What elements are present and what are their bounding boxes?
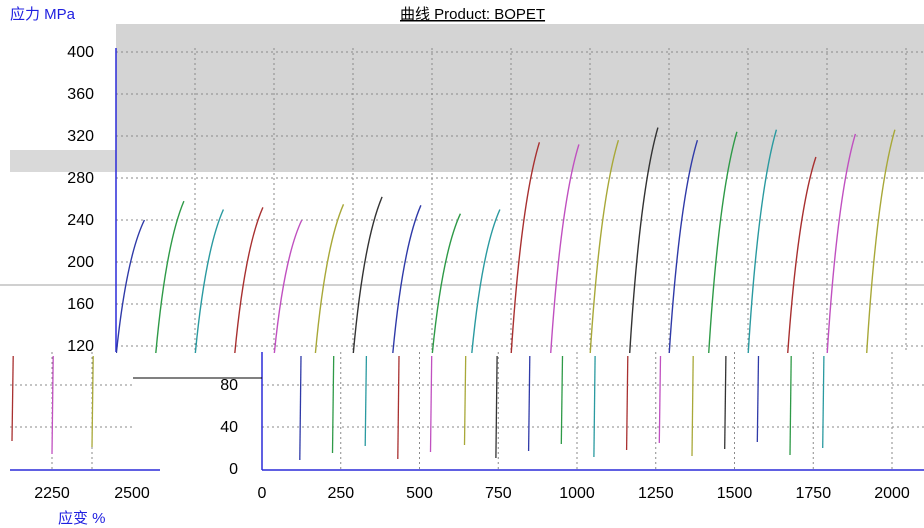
curve-lower [625, 355, 629, 451]
lower-grid [10, 352, 924, 470]
x-tick-label: 1750 [796, 485, 832, 502]
curve-upper [747, 129, 778, 353]
y-tick-label: 0 [229, 461, 238, 478]
curve-lower [463, 355, 467, 446]
chart-title: 曲线 Product: BOPET [400, 6, 545, 23]
x-tick-label: 0 [258, 485, 267, 502]
x-tick-label: 2000 [874, 485, 910, 502]
upper-grid [116, 48, 924, 352]
y-tick-label: 240 [67, 212, 94, 229]
x-tick-label: 1000 [559, 485, 595, 502]
x-tick-label: 1250 [638, 485, 674, 502]
curve-upper [510, 142, 541, 353]
curve-upper [234, 207, 264, 353]
curve-lower [91, 355, 94, 448]
x-axis-label: 应变 % [58, 509, 106, 527]
curve-upper [314, 204, 345, 353]
curve-upper [668, 139, 699, 353]
inset-x-tick-labels: 2250 2500 [34, 485, 150, 502]
x-tick-label: 1500 [717, 485, 753, 502]
curve-lower [756, 355, 760, 443]
x-tick-label: 750 [485, 485, 512, 502]
curve-lower [822, 355, 825, 449]
y-tick-label: 280 [67, 170, 94, 187]
upper-plot-shade [116, 24, 924, 172]
curve-upper [155, 200, 185, 353]
y-tick-label: 360 [67, 86, 94, 103]
curve-upper [273, 219, 303, 353]
curve-lower [789, 355, 792, 456]
curve-upper [866, 129, 896, 353]
x-tick-label: 500 [406, 485, 433, 502]
inset-x-tick-label: 2500 [114, 485, 150, 502]
curve-upper [589, 139, 620, 353]
y-tick-label: 80 [220, 377, 238, 394]
curve-lower [560, 355, 564, 445]
y-tick-label: 320 [67, 128, 94, 145]
curve-lower [51, 355, 54, 455]
curve-lower [11, 355, 14, 442]
x-tick-labels: 0 250 500 750 1000 1250 1500 1750 2000 [258, 485, 910, 502]
curve-upper [352, 196, 383, 353]
y-tick-label: 40 [220, 419, 238, 436]
y-tick-labels: 0 40 80 120 160 200 240 280 320 360 400 [67, 44, 238, 478]
curve-lower [724, 355, 727, 450]
curve-lower [593, 355, 596, 458]
curve-lower [331, 355, 335, 454]
inset-x-tick-label: 2250 [34, 485, 70, 502]
upper-left-shade [10, 150, 116, 172]
curve-lower [691, 355, 694, 457]
curve-upper [550, 144, 580, 353]
curve-upper [787, 156, 817, 353]
y-tick-label: 160 [67, 296, 94, 313]
curve-upper [431, 213, 462, 353]
curve-upper [194, 209, 225, 353]
curve-lower [364, 355, 368, 447]
upper-curves [116, 127, 896, 353]
curve-upper [708, 131, 738, 353]
curve-upper [471, 209, 501, 353]
curve-upper [116, 219, 146, 353]
curve-lower [527, 355, 531, 452]
curve-lower [299, 355, 302, 461]
y-axis-label: 应力 MPa [10, 5, 76, 23]
lower-curves [11, 355, 825, 461]
curve-upper [629, 127, 659, 353]
curve-lower [495, 355, 498, 459]
curve-lower [429, 355, 433, 453]
y-tick-label: 120 [67, 338, 94, 355]
curve-lower [658, 355, 662, 444]
x-tick-label: 250 [327, 485, 354, 502]
curve-upper [826, 133, 857, 353]
y-tick-label: 200 [67, 254, 94, 271]
y-tick-label: 400 [67, 44, 94, 61]
curve-upper [392, 205, 422, 353]
curve-lower [397, 355, 400, 460]
